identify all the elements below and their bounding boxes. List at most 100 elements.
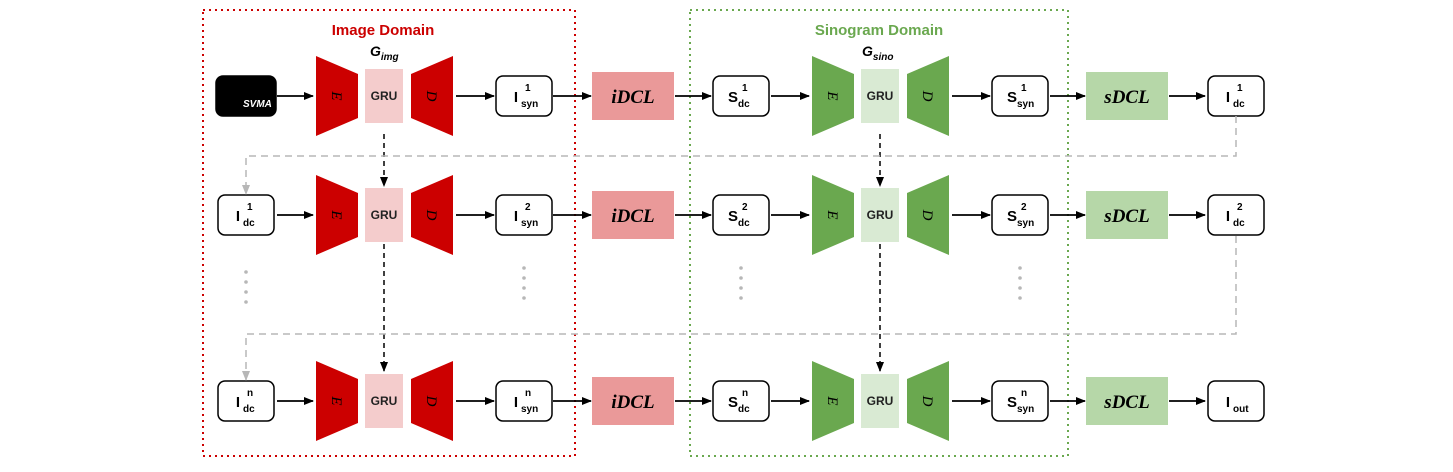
row-1-sdcl-box	[1086, 72, 1168, 120]
sinogram-domain-frame	[689, 9, 1069, 457]
row-2-output-node-box	[1207, 194, 1265, 236]
row-2-sdcl-label: sDCL	[1103, 206, 1149, 227]
row-1-gen-img: E GRU D	[316, 56, 453, 136]
row-2-gen-sino-decoder	[907, 175, 949, 255]
row-3-input-node: In dc	[217, 380, 275, 422]
row-3-gen-sino-decoder-label: D	[919, 395, 935, 407]
row-3-gen-img: E GRU D	[316, 361, 453, 441]
row-3-s-dc-node-sup: n	[742, 388, 748, 399]
row-2-gen-sino-decoder-label: D	[919, 209, 935, 221]
row-1-output-node-sup: 1	[1237, 83, 1243, 94]
row-3-i-syn-node-sub: syn	[521, 404, 538, 415]
row-3-gen-sino: E GRU D	[812, 361, 949, 441]
row-2-gen-img-encoder-label: E	[328, 209, 344, 219]
row-1-i-syn-node: I1 syn	[495, 75, 553, 117]
row-1-gen-img-gru	[365, 69, 403, 123]
row-2-i-syn-node: I2 syn	[495, 194, 553, 236]
row-1-output-node: I1 dc	[1207, 75, 1265, 117]
generator-image-main: G	[370, 43, 381, 59]
row-1-gen-sino-decoder	[907, 56, 949, 136]
row-2-idcl-box	[592, 191, 674, 239]
row-3-gen-img-decoder-label: D	[423, 395, 439, 407]
row-3-i-syn-node-sup: n	[525, 388, 531, 399]
row-1-gen-img-gru-label: GRU	[371, 89, 398, 103]
row-3-gen-img-gru-label: GRU	[371, 394, 398, 408]
row-2-s-dc-node-main: S	[728, 208, 738, 225]
row-3-gen-sino-gru-label: GRU	[867, 394, 894, 408]
row-3-idcl-box	[592, 377, 674, 425]
generator-sino-main: G	[862, 43, 873, 59]
row-1-s-dc-node: S1 dc	[712, 75, 770, 117]
row-3-output-node-sub: out	[1233, 404, 1249, 415]
sinogram-domain-title: Sinogram Domain	[815, 22, 943, 39]
generator-sino-label: Gsino	[862, 43, 893, 63]
row-2-gen-sino-encoder-label: E	[824, 209, 840, 219]
row-1-gen-img-decoder-label: D	[423, 90, 439, 102]
row-2-s-syn-node-sup: 2	[1021, 202, 1027, 213]
row-3-gen-sino-gru	[861, 374, 899, 428]
row-2-s-dc-node-sub: dc	[738, 218, 750, 229]
row-1-idcl-label: iDCL	[611, 87, 654, 108]
row-3-s-syn-node-main: S	[1007, 394, 1017, 411]
row-3-gen-img-encoder-label: E	[328, 395, 344, 405]
row-3-gen-sino-decoder	[907, 361, 949, 441]
row-2-input-node-sup: 1	[247, 202, 253, 213]
row-1-gen-sino-encoder	[812, 56, 854, 136]
row-1-gen-sino-decoder-label: D	[919, 90, 935, 102]
row-2-gen-sino-encoder	[812, 175, 854, 255]
row-3-input-node-sup: n	[247, 388, 253, 399]
row-2-i-syn-node-sup: 2	[525, 202, 531, 213]
row-1-gen-sino-gru	[861, 69, 899, 123]
generator-sino-sub: sino	[873, 52, 894, 63]
row-1-output-node-box	[1207, 75, 1265, 117]
row-1-input-node: I SVMA	[215, 75, 277, 117]
row-1-input-node-box	[215, 75, 277, 117]
row-3-s-syn-node: Sn syn	[991, 380, 1049, 422]
row-1-output-node-main: I	[1226, 89, 1230, 106]
row-3-s-syn-node-box	[991, 380, 1049, 422]
row-2-input-node-sub: dc	[243, 218, 255, 229]
row-1-s-dc-node-sub: dc	[738, 99, 750, 110]
row-1-sdcl-label: sDCL	[1103, 87, 1149, 108]
row-3-s-dc-node: Sn dc	[712, 380, 770, 422]
row-2-gen-img: E GRU D	[316, 175, 453, 255]
row-1-gen-sino: E GRU D	[812, 56, 949, 136]
row-1-gen-sino-gru-label: GRU	[867, 89, 894, 103]
row-1-i-syn-node-main: I	[514, 89, 518, 106]
row-3-input-node-sub: dc	[243, 404, 255, 415]
row-1-i-syn-node-sub: syn	[521, 99, 538, 110]
row-2-sdcl-box	[1086, 191, 1168, 239]
image-domain-title: Image Domain	[332, 22, 435, 39]
row-3-s-dc-node-main: S	[728, 394, 738, 411]
row-1-s-syn-node-sub: syn	[1017, 99, 1034, 110]
image-domain-frame	[202, 9, 576, 457]
row-2-i-syn-node-box	[495, 194, 553, 236]
row-3-gen-sino-encoder-label: E	[824, 395, 840, 405]
row-3-i-syn-node-main: I	[514, 394, 518, 411]
row-2-gen-img-encoder	[316, 175, 358, 255]
row-2-i-syn-node-main: I	[514, 208, 518, 225]
row-2-s-syn-node: S2 syn	[991, 194, 1049, 236]
row-3-i-syn-node: In syn	[495, 380, 553, 422]
ellipsis-dots	[244, 266, 1022, 304]
row-2-gen-sino: E GRU D	[812, 175, 949, 255]
row-1-s-dc-node-main: S	[728, 89, 738, 106]
row-1-gen-sino-encoder-label: E	[824, 90, 840, 100]
row-1-s-syn-node-main: S	[1007, 89, 1017, 106]
row-1-gen-img-decoder	[411, 56, 453, 136]
row-1-output-node-sub: dc	[1233, 99, 1245, 110]
generator-image-label: Gimg	[370, 43, 399, 63]
row-2-output-node-main: I	[1226, 208, 1230, 225]
row-1-gen-img-encoder-label: E	[328, 90, 344, 100]
row-2-output-node-sub: dc	[1233, 218, 1245, 229]
row-2-gen-img-decoder-label: D	[423, 209, 439, 221]
row-3-s-dc-node-sub: dc	[738, 404, 750, 415]
row-2-output-node-sup: 2	[1237, 202, 1243, 213]
row-3-sdcl-box	[1086, 377, 1168, 425]
row-3-output-node-main: I	[1226, 394, 1230, 411]
row-1-i-syn-node-sup: 1	[525, 83, 531, 94]
row-2-s-syn-node-box	[991, 194, 1049, 236]
